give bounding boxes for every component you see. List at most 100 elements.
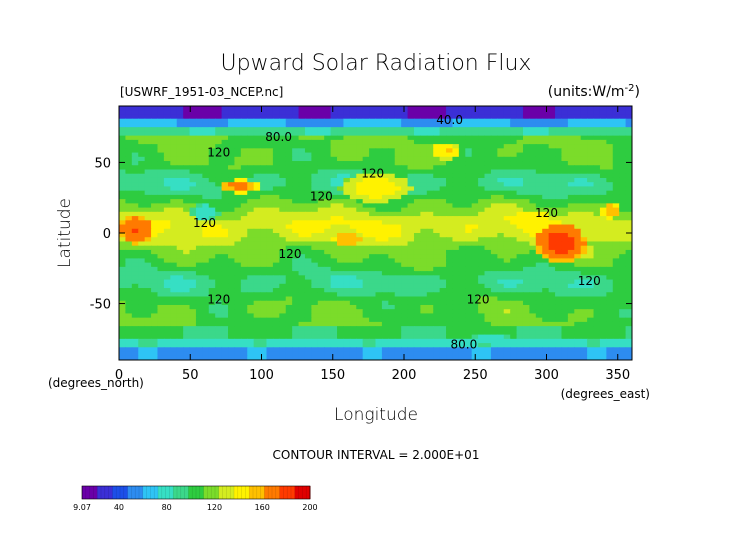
field-cell bbox=[542, 245, 550, 251]
field-cell bbox=[337, 258, 345, 264]
field-cell bbox=[240, 118, 248, 124]
field-cell bbox=[567, 144, 575, 149]
field-cell bbox=[292, 122, 300, 128]
field-cell bbox=[279, 161, 287, 166]
field-cell bbox=[279, 283, 287, 289]
field-cell bbox=[413, 144, 421, 149]
field-cell bbox=[240, 161, 248, 166]
field-cell bbox=[606, 152, 614, 158]
field-cell bbox=[144, 313, 152, 319]
field-cell bbox=[535, 228, 543, 234]
field-cell bbox=[285, 114, 293, 120]
field-cell bbox=[471, 156, 479, 162]
field-cell bbox=[163, 296, 171, 302]
field-cell bbox=[446, 211, 454, 217]
field-cell bbox=[221, 224, 229, 230]
field-cell bbox=[426, 127, 434, 132]
field-cell bbox=[260, 326, 268, 331]
field-cell bbox=[362, 347, 370, 353]
field-cell bbox=[497, 177, 505, 183]
field-cell bbox=[375, 309, 383, 315]
field-cell bbox=[426, 220, 434, 226]
field-cell bbox=[580, 211, 588, 217]
field-cell bbox=[304, 347, 312, 353]
field-cell bbox=[144, 262, 152, 268]
field-cell bbox=[420, 334, 428, 340]
field-cell bbox=[163, 254, 171, 259]
field-cell bbox=[272, 283, 280, 289]
field-cell bbox=[125, 228, 133, 234]
field-cell bbox=[555, 182, 563, 188]
field-cell bbox=[253, 249, 261, 255]
field-cell bbox=[202, 211, 210, 217]
field-cell bbox=[574, 300, 582, 306]
field-cell bbox=[522, 249, 530, 255]
field-cell bbox=[497, 148, 505, 154]
field-cell bbox=[163, 127, 171, 132]
field-cell bbox=[324, 347, 332, 353]
field-cell bbox=[587, 321, 595, 327]
field-cell bbox=[535, 292, 543, 298]
colorbar-tick-label: 160 bbox=[255, 503, 270, 512]
field-cell bbox=[542, 148, 550, 154]
field-cell bbox=[478, 300, 486, 306]
field-cell bbox=[503, 309, 511, 315]
field-cell bbox=[375, 283, 383, 289]
field-cell bbox=[247, 233, 255, 238]
field-cell bbox=[606, 309, 614, 315]
field-cell bbox=[413, 355, 421, 360]
field-cell bbox=[279, 131, 287, 137]
field-cell bbox=[529, 110, 537, 116]
field-cell bbox=[157, 152, 165, 158]
field-cell bbox=[208, 233, 216, 238]
field-cell bbox=[381, 326, 389, 331]
field-cell bbox=[587, 271, 595, 276]
field-cell bbox=[561, 275, 569, 281]
field-cell bbox=[247, 177, 255, 183]
field-cell bbox=[381, 220, 389, 226]
field-cell bbox=[125, 199, 133, 204]
field-cell bbox=[510, 237, 518, 243]
field-cell bbox=[311, 203, 319, 209]
field-cell bbox=[260, 203, 268, 209]
field-cell bbox=[176, 152, 184, 158]
field-cell bbox=[490, 203, 498, 209]
field-cell bbox=[343, 292, 351, 298]
field-cell bbox=[625, 228, 632, 234]
field-cell bbox=[356, 177, 364, 183]
field-cell bbox=[330, 165, 338, 171]
field-cell bbox=[580, 313, 588, 319]
field-cell bbox=[606, 334, 614, 340]
field-cell bbox=[298, 216, 306, 221]
field-cell bbox=[356, 262, 364, 268]
field-cell bbox=[574, 296, 582, 302]
field-cell bbox=[349, 224, 357, 230]
field-cell bbox=[292, 233, 300, 238]
field-cell bbox=[599, 194, 607, 200]
field-cell bbox=[593, 343, 601, 348]
field-cell bbox=[574, 262, 582, 268]
field-cell bbox=[510, 169, 518, 175]
field-cell bbox=[407, 343, 415, 348]
field-cell bbox=[330, 338, 338, 344]
field-cell bbox=[587, 131, 595, 137]
field-cell bbox=[413, 211, 421, 217]
field-cell bbox=[292, 245, 300, 251]
field-cell bbox=[125, 156, 133, 162]
field-cell bbox=[439, 296, 447, 302]
field-cell bbox=[612, 326, 620, 331]
field-cell bbox=[439, 309, 447, 315]
field-cell bbox=[228, 300, 236, 306]
field-cell bbox=[144, 156, 152, 162]
field-cell bbox=[542, 144, 550, 149]
field-cell bbox=[170, 262, 178, 268]
field-cell bbox=[260, 304, 268, 310]
field-cell bbox=[381, 279, 389, 285]
field-cell bbox=[138, 131, 146, 137]
field-cell bbox=[324, 127, 332, 132]
field-cell bbox=[619, 194, 627, 200]
field-cell bbox=[240, 237, 248, 243]
field-cell bbox=[599, 241, 607, 247]
field-cell bbox=[324, 211, 332, 217]
field-cell bbox=[240, 288, 248, 293]
